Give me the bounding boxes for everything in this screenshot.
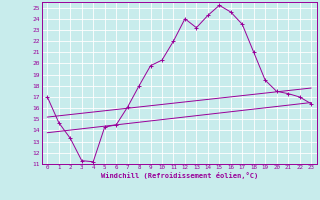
X-axis label: Windchill (Refroidissement éolien,°C): Windchill (Refroidissement éolien,°C): [100, 172, 258, 179]
